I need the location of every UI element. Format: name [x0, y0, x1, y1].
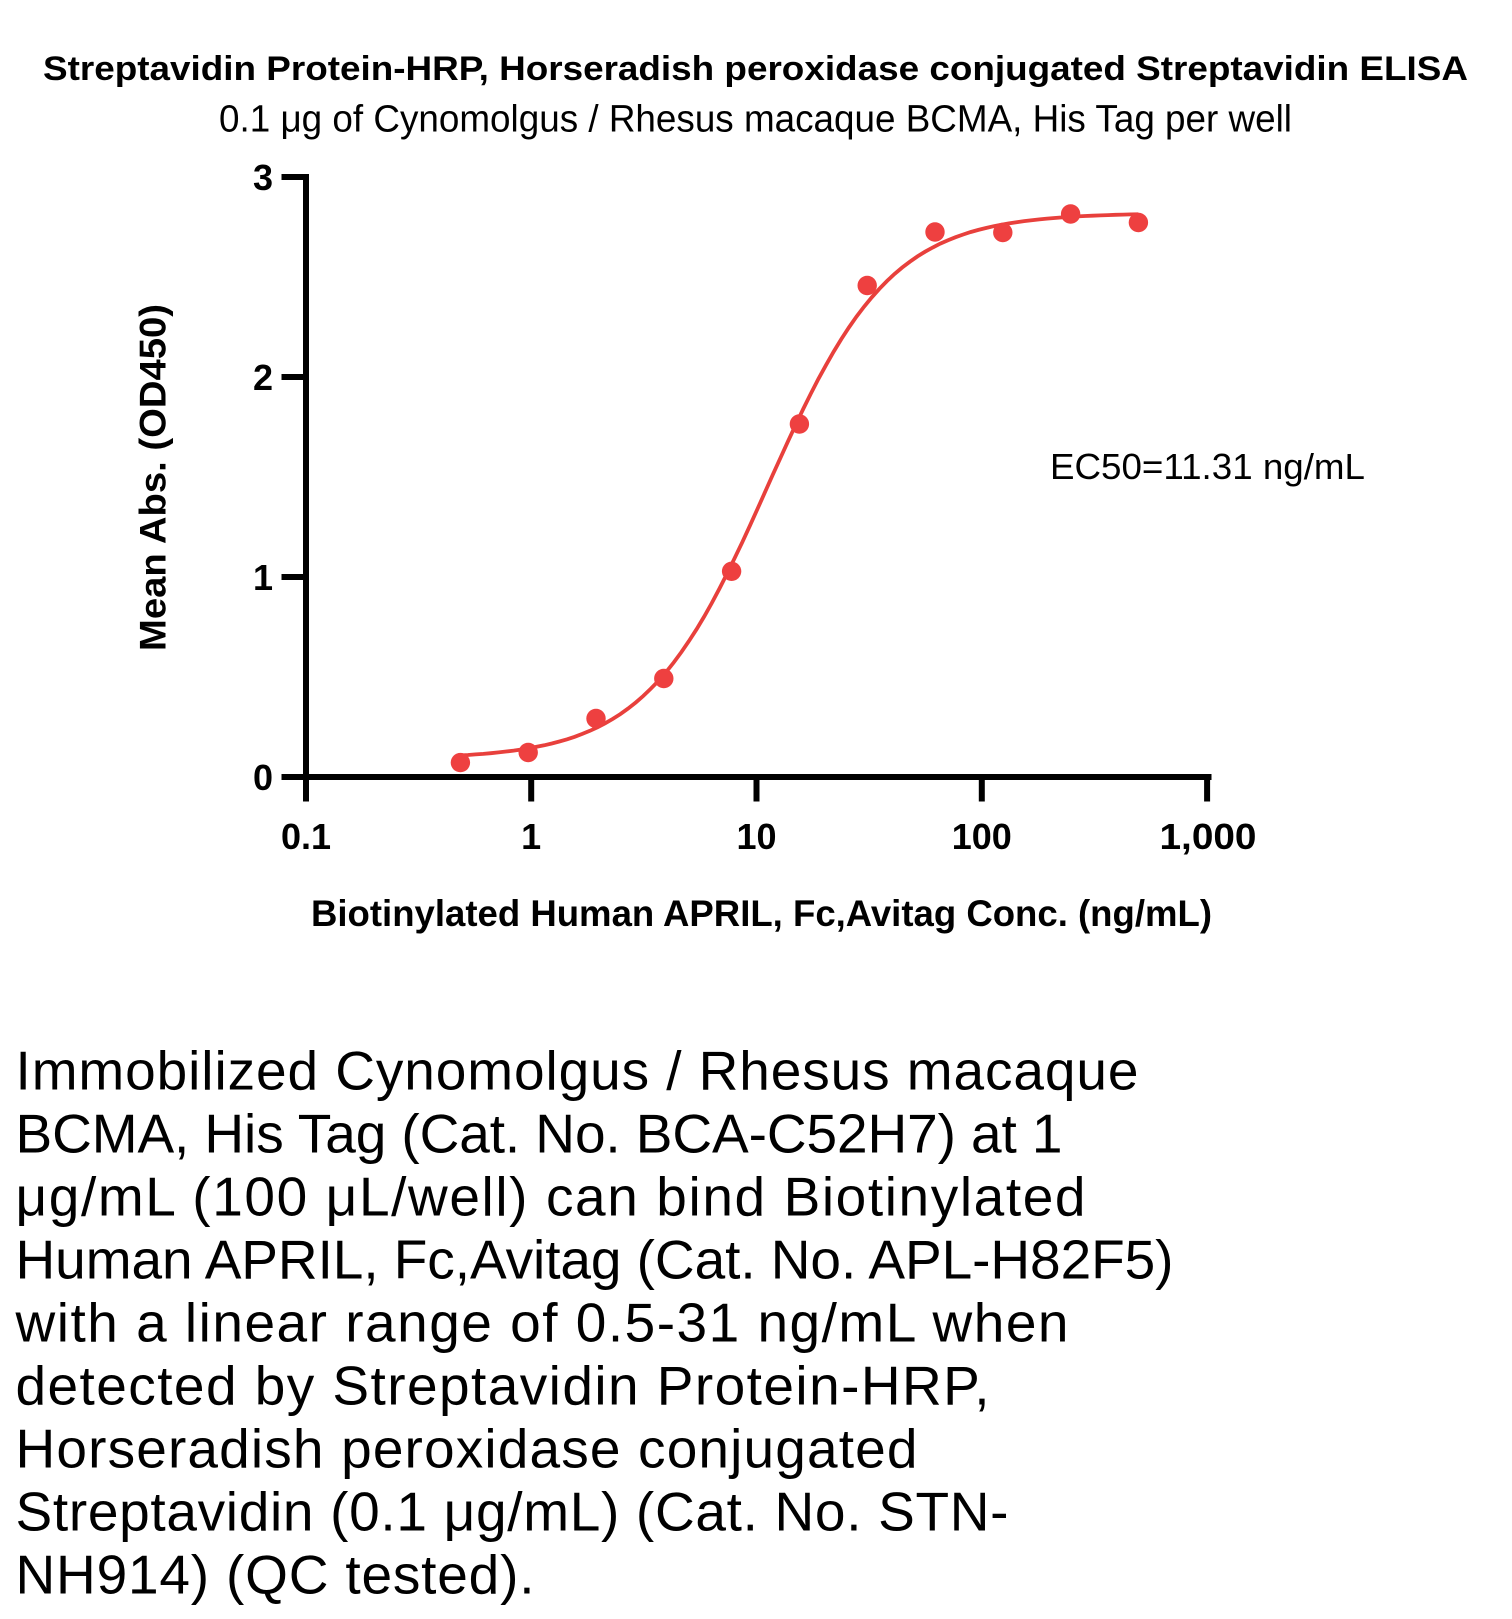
svg-text:Horseradish peroxidase conjuga: Horseradish peroxidase conjugated [16, 1418, 918, 1480]
svg-text:Biotinylated Human APRIL, Fc,A: Biotinylated Human APRIL, Fc,Avitag Conc… [311, 893, 1212, 934]
svg-text:1,000: 1,000 [1160, 816, 1257, 857]
svg-text:Streptavidin (0.1 μg/mL) (Cat.: Streptavidin (0.1 μg/mL) (Cat. No. STN- [16, 1481, 1009, 1543]
svg-text:with a linear range of 0.5-31: with a linear range of 0.5-31 ng/mL when [15, 1292, 1069, 1354]
svg-text:EC50=11.31 ng/mL: EC50=11.31 ng/mL [1050, 446, 1365, 487]
svg-text:100: 100 [952, 816, 1012, 857]
svg-text:1: 1 [253, 557, 273, 598]
svg-text:Human APRIL, Fc,Avitag (Cat. N: Human APRIL, Fc,Avitag (Cat. No. APL-H82… [16, 1229, 1174, 1291]
svg-text:BCMA, His Tag (Cat. No. BCA-C5: BCMA, His Tag (Cat. No. BCA-C52H7) at 1 [16, 1103, 1063, 1165]
svg-text:0.1: 0.1 [281, 816, 331, 857]
svg-text:Mean Abs. (OD450): Mean Abs. (OD450) [133, 304, 174, 651]
svg-text:2: 2 [253, 357, 273, 398]
svg-text:10: 10 [736, 816, 776, 857]
svg-text:detected by Streptavidin Prote: detected by Streptavidin Protein-HRP, [16, 1355, 990, 1417]
svg-text:NH914) (QC tested).: NH914) (QC tested). [16, 1544, 535, 1606]
svg-text:3: 3 [253, 157, 273, 198]
svg-text:Immobilized Cynomolgus / Rhesu: Immobilized Cynomolgus / Rhesus macaque [16, 1040, 1139, 1102]
svg-text:0: 0 [253, 757, 273, 798]
svg-text:μg/mL (100 μL/well) can bind B: μg/mL (100 μL/well) can bind Biotinylate… [16, 1166, 1086, 1228]
svg-text:0.1 μg of Cynomolgus / Rhesus: 0.1 μg of Cynomolgus / Rhesus macaque BC… [219, 99, 1292, 141]
svg-text:1: 1 [521, 816, 541, 857]
svg-text:Streptavidin Protein-HRP, Hors: Streptavidin Protein-HRP, Horseradish pe… [43, 50, 1468, 88]
